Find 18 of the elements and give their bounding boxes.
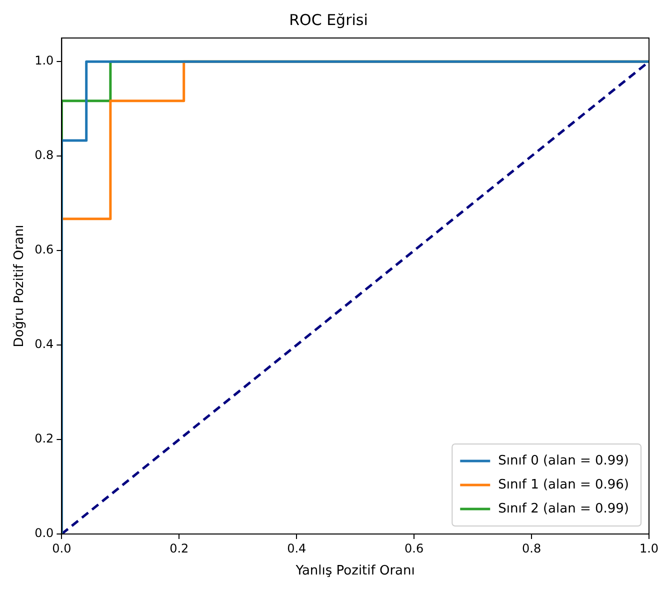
x-axis-title: Yanlış Pozitif Oranı <box>294 564 415 579</box>
legend-label: Sınıf 2 (alan = 0.99) <box>498 501 629 516</box>
y-tick-label: 0.0 <box>34 526 54 540</box>
y-tick-label: 0.4 <box>34 337 54 352</box>
x-tick-label: 1.0 <box>639 541 659 556</box>
x-tick-label: 0.6 <box>404 541 424 556</box>
y-tick-label: 0.2 <box>34 432 54 446</box>
y-axis-title: Doğru Pozitif Oranı <box>12 224 28 348</box>
legend-label: Sınıf 1 (alan = 0.96) <box>498 477 629 492</box>
chart-title: ROC Eğrisi <box>289 10 368 29</box>
x-tick-label: 0.0 <box>52 541 72 556</box>
x-tick-label: 0.4 <box>287 541 306 556</box>
x-tick-label: 0.8 <box>522 541 542 556</box>
y-tick-label: 0.8 <box>34 148 54 162</box>
y-tick-label: 0.6 <box>34 242 54 257</box>
x-tick-label: 0.2 <box>170 541 189 556</box>
y-tick-label: 1.0 <box>34 54 54 68</box>
legend-label: Sınıf 0 (alan = 0.99) <box>498 453 629 468</box>
